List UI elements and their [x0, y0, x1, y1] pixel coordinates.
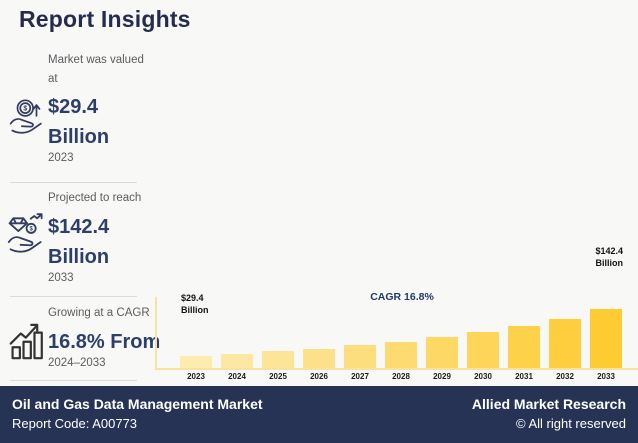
xaxis-label: 2028: [392, 372, 410, 381]
footer-brand: Allied Market Research: [471, 396, 626, 412]
xaxis-label: 2026: [310, 372, 328, 381]
bar-2029: [426, 337, 458, 368]
stat-period: 2024–2033: [48, 356, 106, 369]
svg-text:$: $: [23, 106, 27, 113]
xaxis-label: 2030: [474, 372, 492, 381]
xaxis-label: 2023: [187, 372, 205, 381]
footer: Oil and Gas Data Management Market Repor…: [0, 386, 638, 443]
bar-2027: [344, 345, 376, 368]
stat-label: Growing at a CAGR: [48, 307, 150, 319]
xaxis-label: 2032: [556, 372, 574, 381]
xaxis-label: 2031: [515, 372, 533, 381]
xaxis-label: 2033: [597, 372, 615, 381]
bar-2028: [385, 342, 417, 368]
stat-value: $142.4: [48, 215, 110, 238]
stat-period: 2033: [48, 271, 74, 284]
hand-diamond-icon: $: [6, 210, 48, 254]
stat-market-valued: Market was valued at $29.4 Billion 2023: [48, 51, 152, 164]
bar-2033: [590, 309, 622, 368]
end-value-annotation: $142.4 Billion: [595, 246, 623, 268]
stat-label: Market was valued at: [48, 54, 144, 85]
stat-unit: Billion: [48, 126, 110, 149]
start-value-annotation: $29.4 Billion: [181, 293, 209, 315]
x-axis-line: [155, 368, 638, 370]
divider: [10, 182, 137, 183]
xaxis-labels: 2023 2024 2025 2026 2027 2028 2029 2030 2031 2032…: [180, 372, 638, 384]
stat-unit: Billion: [48, 245, 110, 268]
bar-2031: [508, 326, 540, 368]
bar-chart-growth-icon: [8, 315, 50, 363]
stat-projected: Projected to reach $142.4 Billion 2033: [48, 189, 152, 284]
bar-2025: [262, 351, 294, 368]
footer-copyright: © All right reserved: [515, 416, 626, 431]
stat-label: Projected to reach: [48, 192, 142, 204]
bar-2023: [180, 356, 212, 368]
xaxis-label: 2029: [433, 372, 451, 381]
stat-cagr: Growing at a CAGR 16.8% From 2024–2033: [48, 304, 161, 369]
bar-2030: [467, 332, 499, 368]
xaxis-label: 2024: [228, 372, 246, 381]
svg-text:$: $: [29, 227, 33, 233]
divider: [10, 296, 137, 297]
stat-period: 2023: [48, 152, 74, 165]
page-title: Report Insights: [19, 6, 191, 32]
hand-coin-growth-icon: $: [8, 94, 46, 136]
xaxis-label: 2025: [269, 372, 287, 381]
bar-2026: [303, 349, 335, 368]
stat-value: 16.8% From: [48, 330, 161, 353]
xaxis-label: 2027: [351, 372, 369, 381]
bar-2032: [549, 319, 581, 368]
bar-2024: [221, 354, 253, 368]
y-axis-line: [155, 297, 157, 369]
footer-report-code: Report Code: A00773: [12, 416, 138, 431]
stat-value: $29.4: [48, 96, 99, 119]
divider: [10, 380, 137, 381]
cagr-annotation: CAGR 16.8%: [370, 291, 434, 303]
footer-market-title: Oil and Gas Data Management Market: [12, 396, 263, 412]
